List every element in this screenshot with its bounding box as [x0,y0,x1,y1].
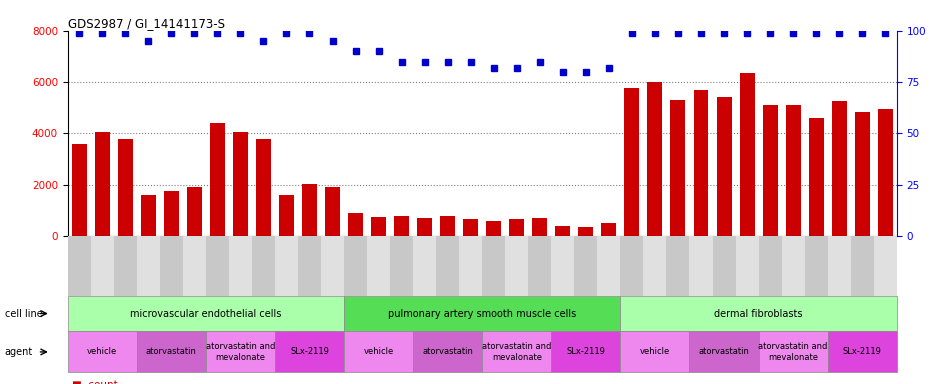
Bar [302,184,317,236]
Bar [279,195,294,236]
Bar [854,112,870,236]
Bar [141,195,156,236]
Text: pulmonary artery smooth muscle cells: pulmonary artery smooth muscle cells [388,308,576,319]
Bar [602,223,617,236]
Text: SLx-2119: SLx-2119 [843,348,882,356]
Bar [486,221,501,236]
Text: vehicle: vehicle [364,348,394,356]
Bar [694,90,709,236]
Bar [670,100,685,236]
Bar [832,101,847,236]
Bar [417,218,432,236]
Bar [648,82,663,236]
Text: vehicle: vehicle [87,348,118,356]
Bar [762,105,777,236]
Bar [716,98,731,236]
Bar [256,139,271,236]
Bar [371,217,386,236]
Bar [71,144,86,236]
Bar [532,218,547,236]
Text: atorvastatin and
mevalonate: atorvastatin and mevalonate [759,342,828,362]
Text: SLx-2119: SLx-2119 [567,348,605,356]
Text: atorvastatin: atorvastatin [146,348,196,356]
Text: dermal fibroblasts: dermal fibroblasts [714,308,803,319]
Bar [808,118,823,236]
Text: microvascular endothelial cells: microvascular endothelial cells [130,308,282,319]
Bar [578,227,593,236]
Bar [878,109,893,236]
Text: atorvastatin: atorvastatin [422,348,473,356]
Text: vehicle: vehicle [640,348,670,356]
Bar [233,132,248,236]
Bar [95,132,110,236]
Bar [624,88,639,236]
Bar [556,226,571,236]
Text: GDS2987 / GI_14141173-S: GDS2987 / GI_14141173-S [68,17,225,30]
Bar [740,73,755,236]
Bar [509,220,525,236]
Text: atorvastatin and
mevalonate: atorvastatin and mevalonate [206,342,275,362]
Bar [786,105,801,236]
Bar [187,187,202,236]
Bar [463,220,478,236]
Bar [394,216,409,236]
Text: SLx-2119: SLx-2119 [290,348,329,356]
Bar [348,213,363,236]
Bar [440,216,455,236]
Text: atorvastatin and
mevalonate: atorvastatin and mevalonate [482,342,552,362]
Bar [325,187,340,236]
Text: atorvastatin: atorvastatin [698,348,749,356]
Text: agent: agent [5,347,33,357]
Bar [210,123,225,236]
Bar [118,139,133,236]
Text: cell line: cell line [5,308,42,319]
Text: ■  count: ■ count [72,380,118,384]
Bar [164,191,179,236]
